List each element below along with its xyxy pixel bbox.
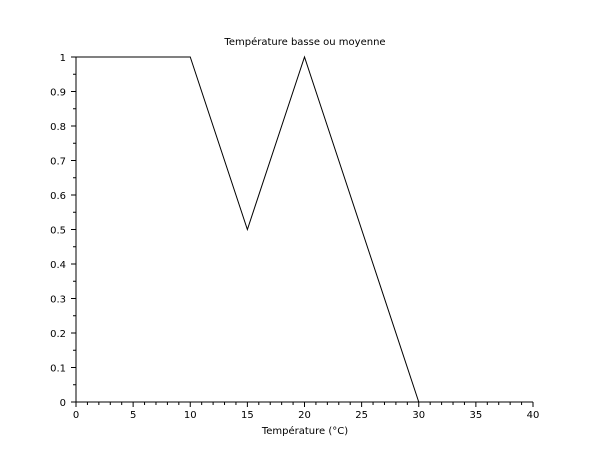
x-tick-label: 10 xyxy=(184,410,197,421)
y-tick-label: 0.8 xyxy=(50,122,66,133)
y-tick-label: 0.4 xyxy=(50,260,66,271)
y-tick-label: 1 xyxy=(60,53,66,64)
x-tick-label: 25 xyxy=(355,410,368,421)
chart-title: Température basse ou moyenne xyxy=(223,36,385,48)
y-tick-label: 0.1 xyxy=(50,364,66,375)
x-axis-ticks: 0 5 10 15 20 25 30 35 40 xyxy=(73,402,540,421)
y-tick-label: 0.9 xyxy=(50,88,66,99)
y-tick-label: 0.3 xyxy=(50,295,66,306)
plot-area xyxy=(75,57,533,403)
x-tick-label: 30 xyxy=(412,410,425,421)
y-tick-label: 0.5 xyxy=(50,226,66,237)
x-tick-label: 40 xyxy=(527,410,540,421)
x-tick-label: 5 xyxy=(130,410,136,421)
series-group xyxy=(76,55,420,403)
x-axis-label: Température (°C) xyxy=(261,425,348,437)
x-tick-label: 0 xyxy=(73,410,79,421)
y-tick-label: 0 xyxy=(60,398,66,409)
series-line xyxy=(76,55,420,403)
y-tick-label: 0.2 xyxy=(50,329,66,340)
y-tick-label: 0.6 xyxy=(50,191,66,202)
y-tick-label: 0.7 xyxy=(50,157,66,168)
x-tick-label: 35 xyxy=(470,410,483,421)
y-axis-ticks: 0 0.1 0.2 0.3 0.4 0.5 0.6 0.7 0.8 0.9 1 xyxy=(50,53,76,409)
x-tick-label: 20 xyxy=(298,410,311,421)
x-tick-label: 15 xyxy=(241,410,254,421)
